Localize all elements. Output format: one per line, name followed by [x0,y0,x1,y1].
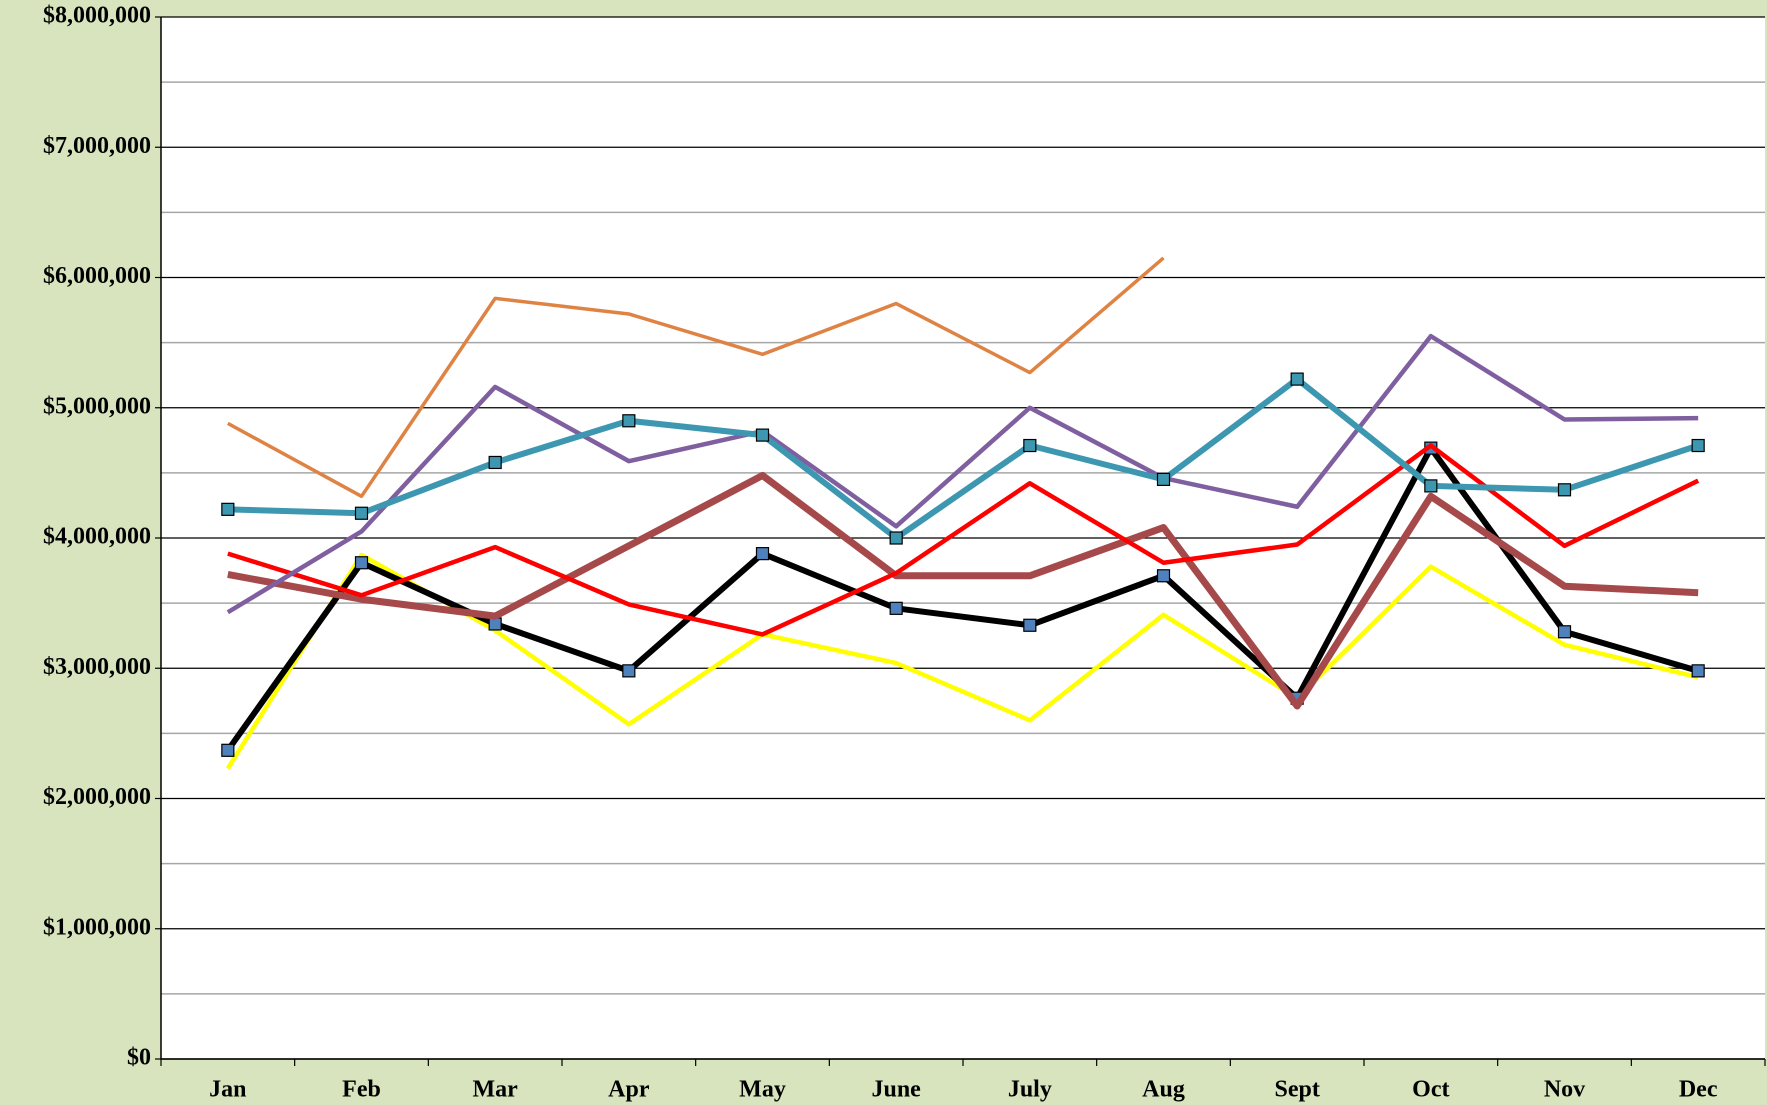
y-tick-label: $7,000,000 [43,133,151,159]
y-tick-label: $1,000,000 [43,914,151,940]
marker [1424,479,1438,493]
series-line [226,333,1699,615]
y-tick-label: $4,000,000 [43,524,151,550]
marker [354,556,369,570]
marker [1290,372,1304,386]
x-tick-label: Mar [473,1077,519,1103]
x-tick-label: Oct [1412,1077,1449,1103]
x-tick-label: July [1008,1077,1052,1103]
x-tick-label: Dec [1679,1077,1718,1103]
y-tick-label: $3,000,000 [43,654,151,680]
marker [1557,625,1572,639]
series-line [227,443,1700,637]
marker [488,455,502,470]
marker [889,531,903,545]
y-tick-label: $6,000,000 [43,263,151,289]
marker [1691,664,1705,678]
marker [755,428,770,442]
y-tick-label: $8,000,000 [43,3,151,29]
marker [622,664,636,678]
series-line [227,471,1699,710]
x-tick-label: June [871,1077,921,1103]
y-tick-label: $0 [127,1045,151,1071]
x-tick-label: Nov [1544,1077,1585,1103]
series-line [225,552,1699,770]
marker [1156,569,1171,583]
marker [1156,472,1171,486]
marker [221,743,235,757]
series-line [226,256,1165,499]
x-tick-label: Sept [1274,1077,1319,1103]
y-tick-label: $5,000,000 [43,393,151,419]
marker [889,601,903,615]
marker [755,547,770,561]
x-tick-label: Aug [1142,1077,1185,1103]
marker [354,506,369,520]
x-tick-label: Jan [209,1077,246,1103]
marker [1023,438,1037,453]
marker [1557,483,1572,497]
x-tick-label: Apr [608,1077,650,1103]
marker [488,617,502,631]
marker [1023,618,1037,632]
x-tick-label: May [739,1077,786,1103]
marker [622,414,636,428]
x-tick-label: Feb [342,1077,381,1103]
series-line [227,376,1700,541]
marker [221,502,235,516]
marker [1691,438,1705,453]
y-tick-label: $2,000,000 [43,784,151,810]
